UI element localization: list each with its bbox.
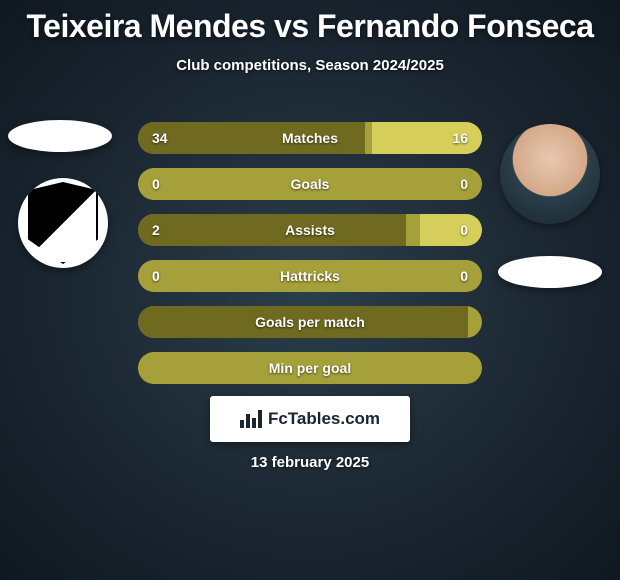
- stat-value-right: 16: [452, 130, 468, 146]
- club-crest-icon: [28, 182, 98, 264]
- stat-value-right: 0: [460, 176, 468, 192]
- player-left-avatar: [8, 120, 112, 152]
- player-left-club-badge: [18, 178, 108, 268]
- stat-row-matches: 34 Matches 16: [138, 122, 482, 154]
- stat-row-min-per-goal: Min per goal: [138, 352, 482, 384]
- stat-label: Min per goal: [138, 360, 482, 376]
- fctables-badge: FcTables.com: [210, 396, 410, 442]
- stats-container: 34 Matches 16 0 Goals 0 2 Assists 0 0 Ha…: [138, 122, 482, 398]
- stat-label: Goals: [138, 176, 482, 192]
- stat-row-goals: 0 Goals 0: [138, 168, 482, 200]
- page-title: Teixeira Mendes vs Fernando Fonseca: [0, 0, 620, 45]
- fctables-label: FcTables.com: [268, 409, 380, 429]
- bar-chart-icon: [240, 410, 262, 428]
- stat-row-assists: 2 Assists 0: [138, 214, 482, 246]
- date-label: 13 february 2025: [0, 454, 620, 471]
- stat-value-right: 0: [460, 222, 468, 238]
- stat-row-goals-per-match: Goals per match: [138, 306, 482, 338]
- stat-label: Matches: [138, 130, 482, 146]
- player-right-club-badge: [498, 256, 602, 288]
- stat-row-hattricks: 0 Hattricks 0: [138, 260, 482, 292]
- player-right-avatar: [500, 124, 600, 224]
- stat-label: Goals per match: [138, 314, 482, 330]
- stat-label: Hattricks: [138, 268, 482, 284]
- subtitle: Club competitions, Season 2024/2025: [0, 57, 620, 74]
- stat-value-right: 0: [460, 268, 468, 284]
- stat-label: Assists: [138, 222, 482, 238]
